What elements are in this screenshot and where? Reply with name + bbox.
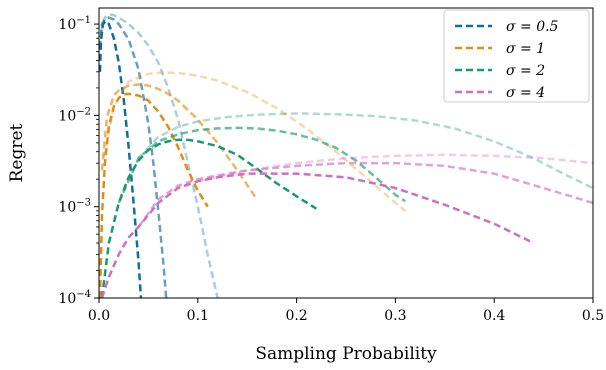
y-axis-label: Regret xyxy=(7,123,27,182)
legend-label: σ = 4 xyxy=(506,85,545,101)
y-tick-label: 10−3 xyxy=(58,198,91,216)
y-tick-label: 10−1 xyxy=(58,15,91,33)
legend: σ = 0.5 σ = 1 σ = 2 σ = 4 xyxy=(443,9,590,103)
y-tick-label: 10−4 xyxy=(58,289,91,307)
x-tick-label: 0.1 xyxy=(187,308,209,324)
x-tick-label: 0.2 xyxy=(285,308,307,324)
series-line-0 xyxy=(99,19,143,298)
series-layer xyxy=(99,13,593,298)
x-tick-label: 0.5 xyxy=(582,308,604,324)
x-tick-label: 0.0 xyxy=(88,308,110,324)
legend-label: σ = 1 xyxy=(506,41,545,57)
series-line-9 xyxy=(100,172,535,298)
x-tick-label: 0.3 xyxy=(384,308,406,324)
series-line-2 xyxy=(99,13,219,298)
series-line-7 xyxy=(117,126,406,204)
x-tick-label: 0.4 xyxy=(483,308,505,324)
x-axis-label: Sampling Probability xyxy=(255,344,437,364)
series-line-6 xyxy=(100,138,318,298)
series-line-5 xyxy=(102,71,407,212)
legend-label: σ = 0.5 xyxy=(506,19,559,35)
series-line-11 xyxy=(197,153,593,183)
series-line-4 xyxy=(100,83,259,201)
series-line-8 xyxy=(137,112,593,190)
legend-box xyxy=(443,9,590,103)
y-axis: 10−4 10−3 10−2 10−1 xyxy=(58,15,99,307)
series-line-3 xyxy=(99,92,209,298)
x-axis: 0.0 0.1 0.2 0.3 0.4 0.5 xyxy=(88,298,604,324)
plot-frame xyxy=(98,7,594,299)
legend-label: σ = 2 xyxy=(506,63,545,79)
y-tick-label: 10−2 xyxy=(58,106,91,124)
series-line-10 xyxy=(137,161,593,228)
